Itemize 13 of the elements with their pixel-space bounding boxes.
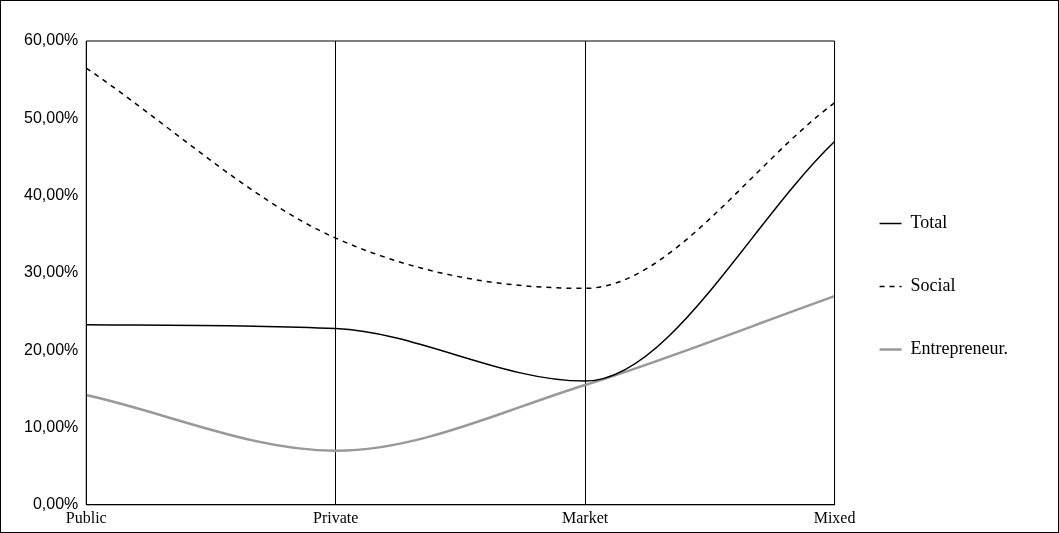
x-tick-label: Market [562, 508, 609, 526]
y-tick-label: 20,00% [24, 340, 79, 358]
y-tick-label: 10,00% [24, 417, 79, 435]
legend-label: Entrepreneur. [910, 338, 1008, 359]
y-tick-label: 50,00% [24, 108, 79, 126]
y-tick-label: 60,00% [24, 31, 79, 49]
x-tick-label: Private [313, 508, 359, 526]
x-tick-label: Mixed [813, 508, 856, 526]
line-series [85, 294, 836, 452]
y-tick-label: 40,00% [24, 186, 79, 204]
legend-label: Social [910, 275, 956, 296]
y-tick-label: 30,00% [24, 263, 79, 281]
legend-label: Total [910, 212, 948, 233]
